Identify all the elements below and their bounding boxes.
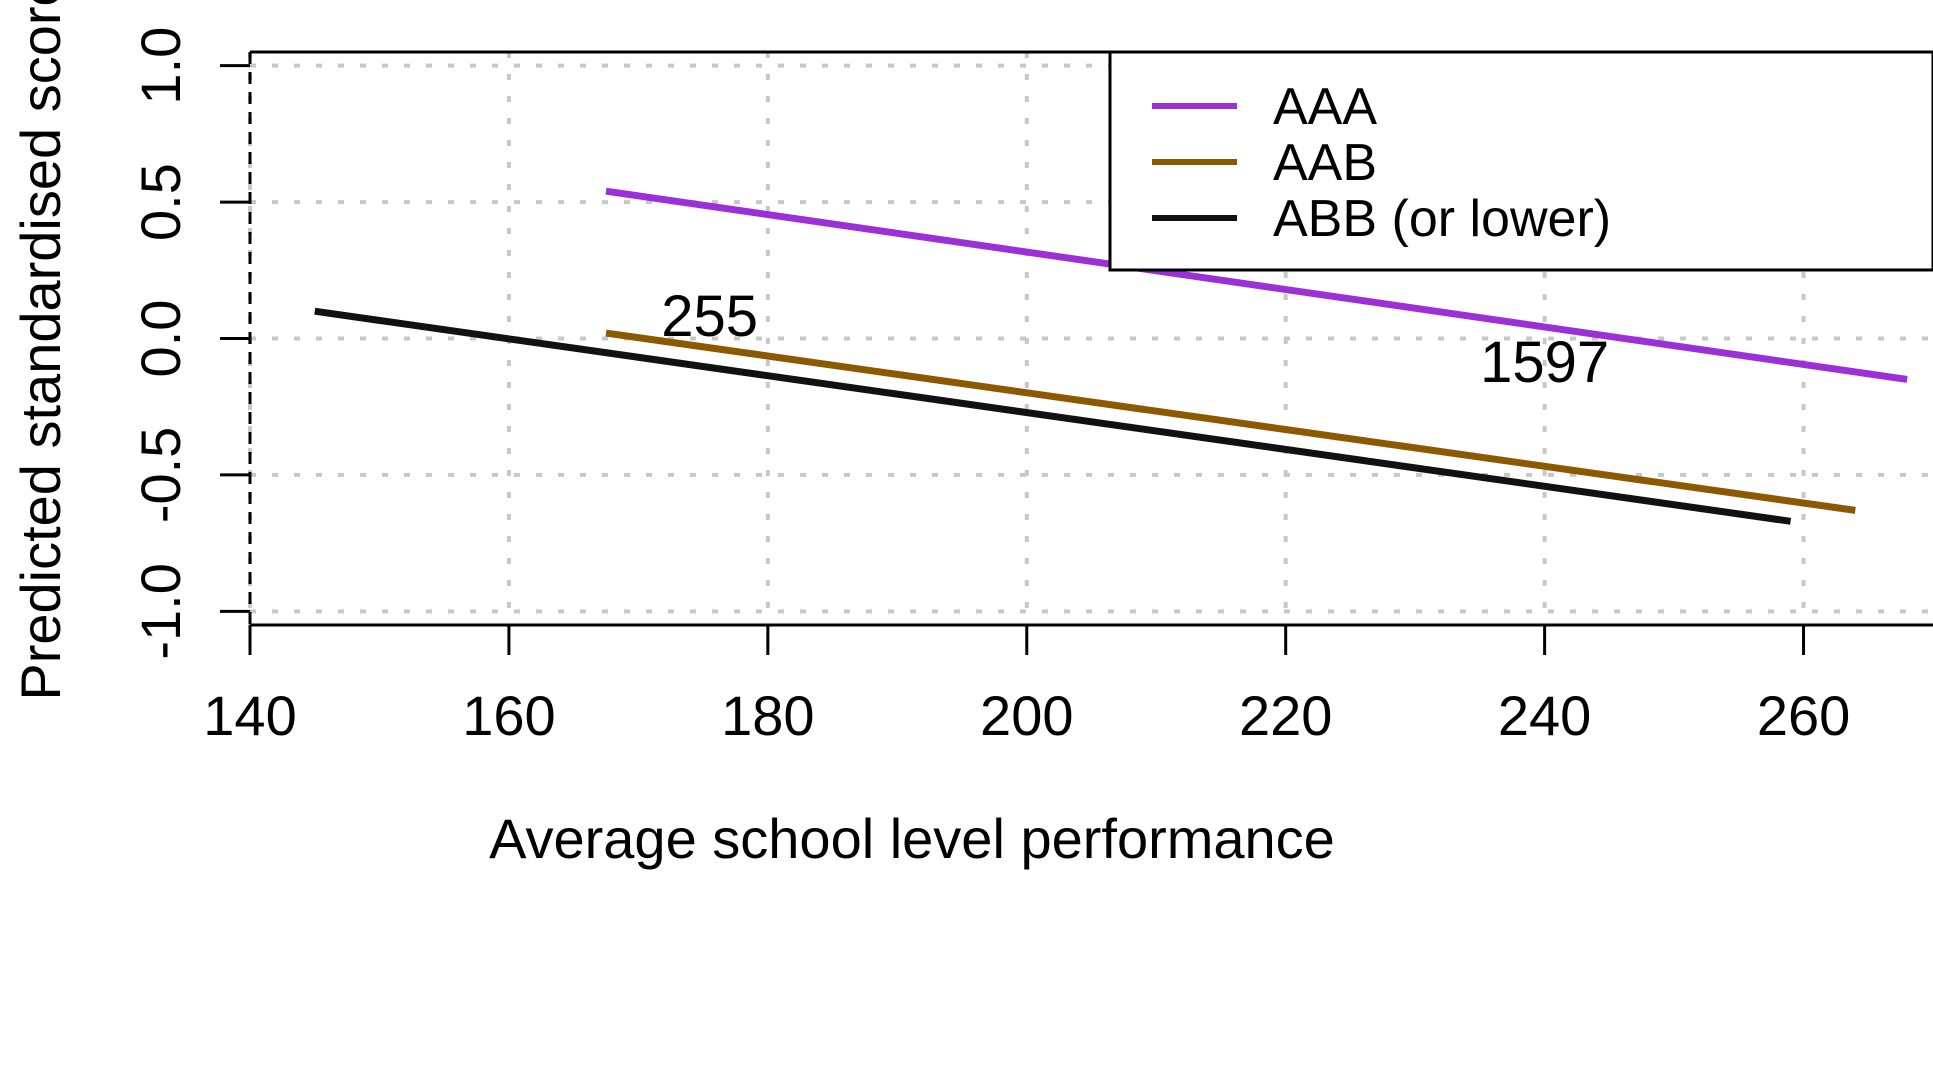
- x-tick-label: 180: [721, 684, 814, 747]
- x-tick-label: 160: [462, 684, 555, 747]
- x-tick-label: 140: [203, 684, 296, 747]
- y-tick-label: 0.0: [129, 300, 192, 378]
- legend-label: ABB (or lower): [1273, 190, 1611, 248]
- x-tick-label: 220: [1239, 684, 1332, 747]
- series-line-abb-or-lower: [314, 307, 1792, 525]
- y-tick-label: -1.0: [129, 563, 192, 660]
- y-axis-title: Predicted standardised score: [9, 0, 72, 701]
- annotation-label: 1597: [1480, 330, 1609, 395]
- y-tick-label: 1.0: [129, 27, 192, 105]
- series-line-aaa: [605, 187, 1908, 383]
- x-tick-label: 200: [980, 684, 1073, 747]
- series-lines: [314, 187, 1908, 525]
- legend-box: [1108, 50, 1933, 272]
- axes: 140 160 180 200 220 240 260 -1.0 -0.5 0.0 0.5 1.0 Av…: [9, 0, 1933, 870]
- y-tick-label: 0.5: [129, 163, 192, 241]
- annotation-label: 255: [661, 284, 758, 349]
- series-line-aab: [605, 329, 1856, 514]
- legend-label: AAB: [1273, 134, 1377, 192]
- y-tick-label: -0.5: [129, 427, 192, 524]
- annotations: 255 1597: [661, 284, 1609, 395]
- legend-label: AAA: [1273, 78, 1377, 136]
- x-axis-title: Average school level performance: [489, 807, 1335, 870]
- x-tick-label: 260: [1757, 684, 1850, 747]
- x-tick-label: 240: [1498, 684, 1591, 747]
